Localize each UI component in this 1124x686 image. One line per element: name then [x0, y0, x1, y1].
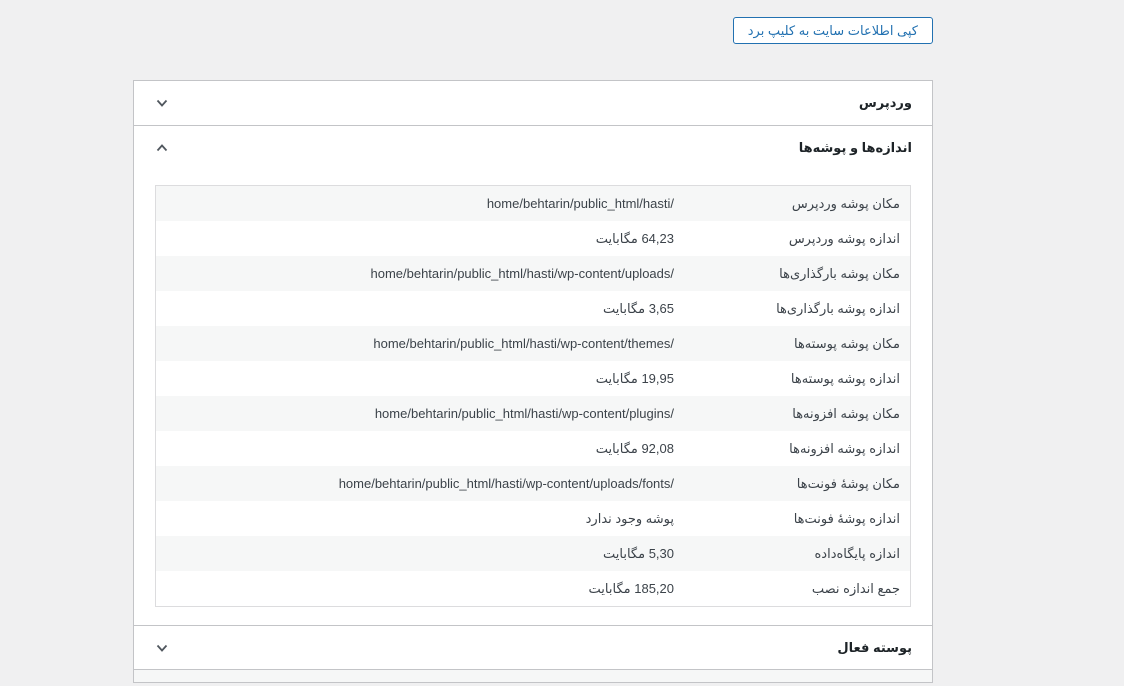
row-value: home/behtarin/public_html/hasti/wp-conte… — [155, 256, 684, 291]
accordion-section-sizes[interactable]: اندازه‌ها و پوشه‌ها — [134, 125, 932, 169]
chevron-down-icon — [154, 640, 170, 656]
sizes-table: مکان پوشه وردپرس home/behtarin/public_htm… — [155, 185, 911, 607]
row-label: اندازه پایگاه‌داده — [684, 536, 911, 571]
row-value: 19,95 مگابایت — [155, 361, 684, 396]
row-label: اندازه پوشه بارگذاری‌ها — [684, 291, 911, 326]
accordion-section-wordpress[interactable]: وردپرس — [134, 81, 932, 125]
row-value-text: 19,95 مگابایت — [595, 371, 674, 386]
table-row: اندازه پایگاه‌داده 5,30 مگابایت — [155, 536, 911, 571]
row-value: home/behtarin/public_html/hasti/wp-conte… — [155, 326, 684, 361]
table-row: مکان پوشه وردپرس home/behtarin/public_htm… — [155, 185, 911, 221]
row-label: اندازه پوشهٔ فونت‌ها — [684, 501, 911, 536]
section-title: اندازه‌ها و پوشه‌ها — [798, 139, 912, 155]
chevron-up-icon — [154, 140, 170, 156]
chevron-down-icon — [154, 95, 170, 111]
row-label: مکان پوشه وردپرس — [684, 185, 911, 221]
row-label: جمع اندازه نصب — [684, 571, 911, 607]
row-label: اندازه پوشه وردپرس — [684, 221, 911, 256]
row-value-text: 64,23 مگابایت — [595, 231, 674, 246]
table-row: مکان پوشهٔ فونت‌ها home/behtarin/public_h… — [155, 466, 911, 501]
table-row: مکان پوشه بارگذاری‌ها home/behtarin/publi… — [155, 256, 911, 291]
row-label: مکان پوشه پوسته‌ها — [684, 326, 911, 361]
row-value: home/behtarin/public_html/hasti/ — [155, 185, 684, 221]
accordion-section-next-partial[interactable] — [134, 669, 932, 682]
copy-site-info-button[interactable]: کپی اطلاعات سایت به کلیپ برد — [732, 17, 933, 44]
row-value-text: پوشه وجود ندارد — [585, 511, 674, 526]
row-value-text: 5,30 مگابایت — [603, 546, 674, 561]
row-value: home/behtarin/public_html/hasti/wp-conte… — [155, 396, 684, 431]
row-label: مکان پوشهٔ فونت‌ها — [684, 466, 911, 501]
row-value: 5,30 مگابایت — [155, 536, 684, 571]
section-title: وردپرس — [858, 95, 912, 110]
row-value-text: home/behtarin/public_html/hasti/wp-conte… — [370, 266, 674, 281]
row-value-text: 92,08 مگابایت — [595, 441, 674, 456]
toolbar: کپی اطلاعات سایت به کلیپ برد — [133, 17, 933, 44]
table-row: مکان پوشه پوسته‌ها home/behtarin/public_h… — [155, 326, 911, 361]
row-label: مکان پوشه بارگذاری‌ها — [684, 256, 911, 291]
row-value: 92,08 مگابایت — [155, 431, 684, 466]
table-row: اندازه پوشه وردپرس 64,23 مگابایت — [155, 221, 911, 256]
row-value-text: home/behtarin/public_html/hasti/wp-conte… — [374, 406, 674, 421]
accordion-section-active-theme[interactable]: پوسته فعال — [134, 625, 932, 669]
debug-info-accordion: وردپرس اندازه‌ها و پوشه‌ها مکان پوشه ورد… — [133, 80, 933, 683]
table-row: جمع اندازه نصب 185,20 مگابایت — [155, 571, 911, 607]
sizes-panel: مکان پوشه وردپرس home/behtarin/public_htm… — [134, 169, 932, 625]
table-row: اندازه پوشه پوسته‌ها 19,95 مگابایت — [155, 361, 911, 396]
table-row: اندازه پوشهٔ فونت‌ها پوشه وجود ندارد — [155, 501, 911, 536]
table-row: اندازه پوشه بارگذاری‌ها 3,65 مگابایت — [155, 291, 911, 326]
site-health-info-page: کپی اطلاعات سایت به کلیپ برد وردپرس اندا… — [133, 17, 933, 683]
section-title: پوسته فعال — [837, 639, 912, 655]
row-value-text: home/behtarin/public_html/hasti/wp-conte… — [338, 476, 674, 491]
row-value: پوشه وجود ندارد — [155, 501, 684, 536]
table-row: اندازه پوشه افزونه‌ها 92,08 مگابایت — [155, 431, 911, 466]
table-row: مکان پوشه افزونه‌ها home/behtarin/public_… — [155, 396, 911, 431]
row-value-text: home/behtarin/public_html/hasti/ — [486, 196, 674, 211]
row-value-text: 185,20 مگابایت — [588, 581, 674, 596]
row-value: home/behtarin/public_html/hasti/wp-conte… — [155, 466, 684, 501]
row-value-text: home/behtarin/public_html/hasti/wp-conte… — [373, 336, 674, 351]
row-value-text: 3,65 مگابایت — [603, 301, 674, 316]
row-value: 3,65 مگابایت — [155, 291, 684, 326]
row-label: اندازه پوشه پوسته‌ها — [684, 361, 911, 396]
row-value: 185,20 مگابایت — [155, 571, 684, 607]
row-label: اندازه پوشه افزونه‌ها — [684, 431, 911, 466]
row-value: 64,23 مگابایت — [155, 221, 684, 256]
row-label: مکان پوشه افزونه‌ها — [684, 396, 911, 431]
